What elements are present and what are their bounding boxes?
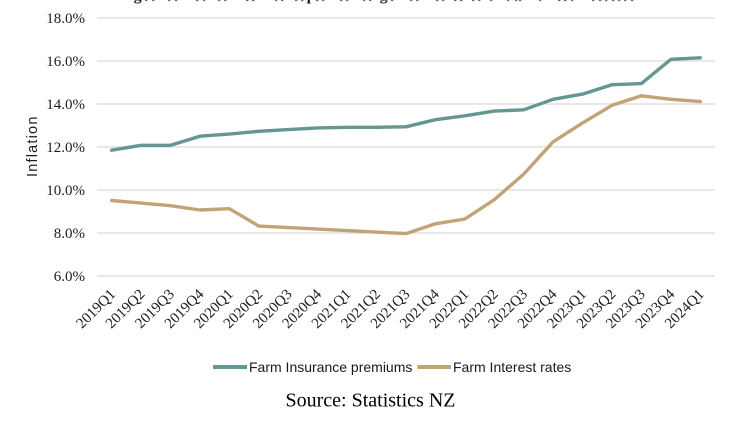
svg-text:12.0%: 12.0% xyxy=(46,140,85,156)
svg-text:Source: Statistics NZ: Source: Statistics NZ xyxy=(286,390,456,412)
svg-text:18.0%: 18.0% xyxy=(46,11,85,27)
svg-text:10.0%: 10.0% xyxy=(46,183,85,199)
svg-text:Farm Interest rates: Farm Interest rates xyxy=(453,359,571,375)
svg-text:Inflation: Inflation xyxy=(25,115,41,177)
svg-text:8.0%: 8.0% xyxy=(54,226,85,242)
svg-text:14.0%: 14.0% xyxy=(46,97,85,113)
svg-text:6.0%: 6.0% xyxy=(54,269,85,285)
svg-text:16.0%: 16.0% xyxy=(46,54,85,70)
svg-text:Farm Insurance premiums: Farm Insurance premiums xyxy=(249,359,412,375)
svg-text:Figure 30: Farm insurance prem: Figure 30: Farm insurance premiums growt… xyxy=(119,0,626,4)
